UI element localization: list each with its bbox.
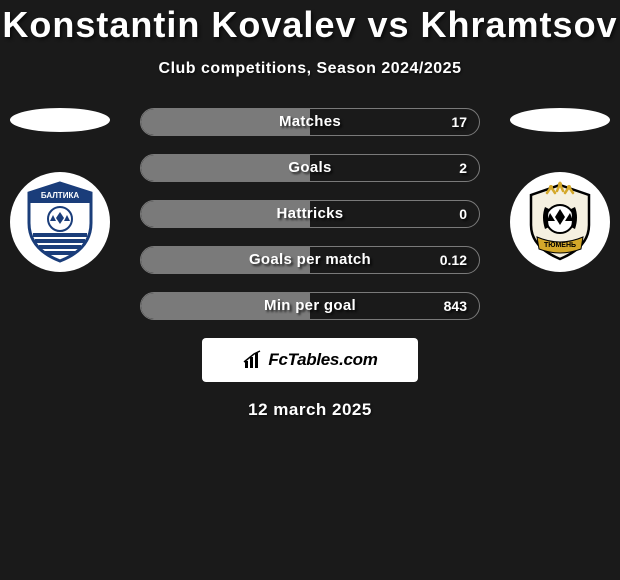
stat-right-value: 843 [444, 293, 467, 319]
left-player-column: БАЛТИКА [10, 108, 110, 272]
chart-icon [242, 349, 264, 371]
stat-label: Goals per match [141, 247, 479, 273]
stat-label: Min per goal [141, 293, 479, 319]
tyumen-crest-icon: ТЮМЕНЬ [517, 179, 603, 265]
stat-row-hattricks: Hattricks 0 [140, 200, 480, 228]
comparison-panel: БАЛТИКА [0, 108, 620, 420]
stats-list: Matches 17 Goals 2 Hattricks 0 Goals per… [140, 108, 480, 320]
stat-label: Matches [141, 109, 479, 135]
brand-text: FcTables.com [268, 350, 377, 370]
right-player-marker [510, 108, 610, 132]
stat-row-min-per-goal: Min per goal 843 [140, 292, 480, 320]
date-text: 12 march 2025 [0, 400, 620, 420]
right-club-logo: ТЮМЕНЬ [510, 172, 610, 272]
svg-text:ТЮМЕНЬ: ТЮМЕНЬ [544, 242, 576, 249]
stat-right-value: 0 [459, 201, 467, 227]
stat-label: Hattricks [141, 201, 479, 227]
stat-right-value: 17 [451, 109, 467, 135]
page-title: Konstantin Kovalev vs Khramtsov [0, 0, 620, 46]
stat-label: Goals [141, 155, 479, 181]
baltika-crest-icon: БАЛТИКА [17, 179, 103, 265]
stat-right-value: 0.12 [440, 247, 467, 273]
subtitle: Club competitions, Season 2024/2025 [0, 60, 620, 78]
stat-row-goals: Goals 2 [140, 154, 480, 182]
branding-box: FcTables.com [202, 338, 418, 382]
stat-right-value: 2 [459, 155, 467, 181]
left-player-marker [10, 108, 110, 132]
left-club-logo: БАЛТИКА [10, 172, 110, 272]
svg-text:БАЛТИКА: БАЛТИКА [41, 191, 79, 200]
right-player-column: ТЮМЕНЬ [510, 108, 610, 272]
stat-row-goals-per-match: Goals per match 0.12 [140, 246, 480, 274]
stat-row-matches: Matches 17 [140, 108, 480, 136]
